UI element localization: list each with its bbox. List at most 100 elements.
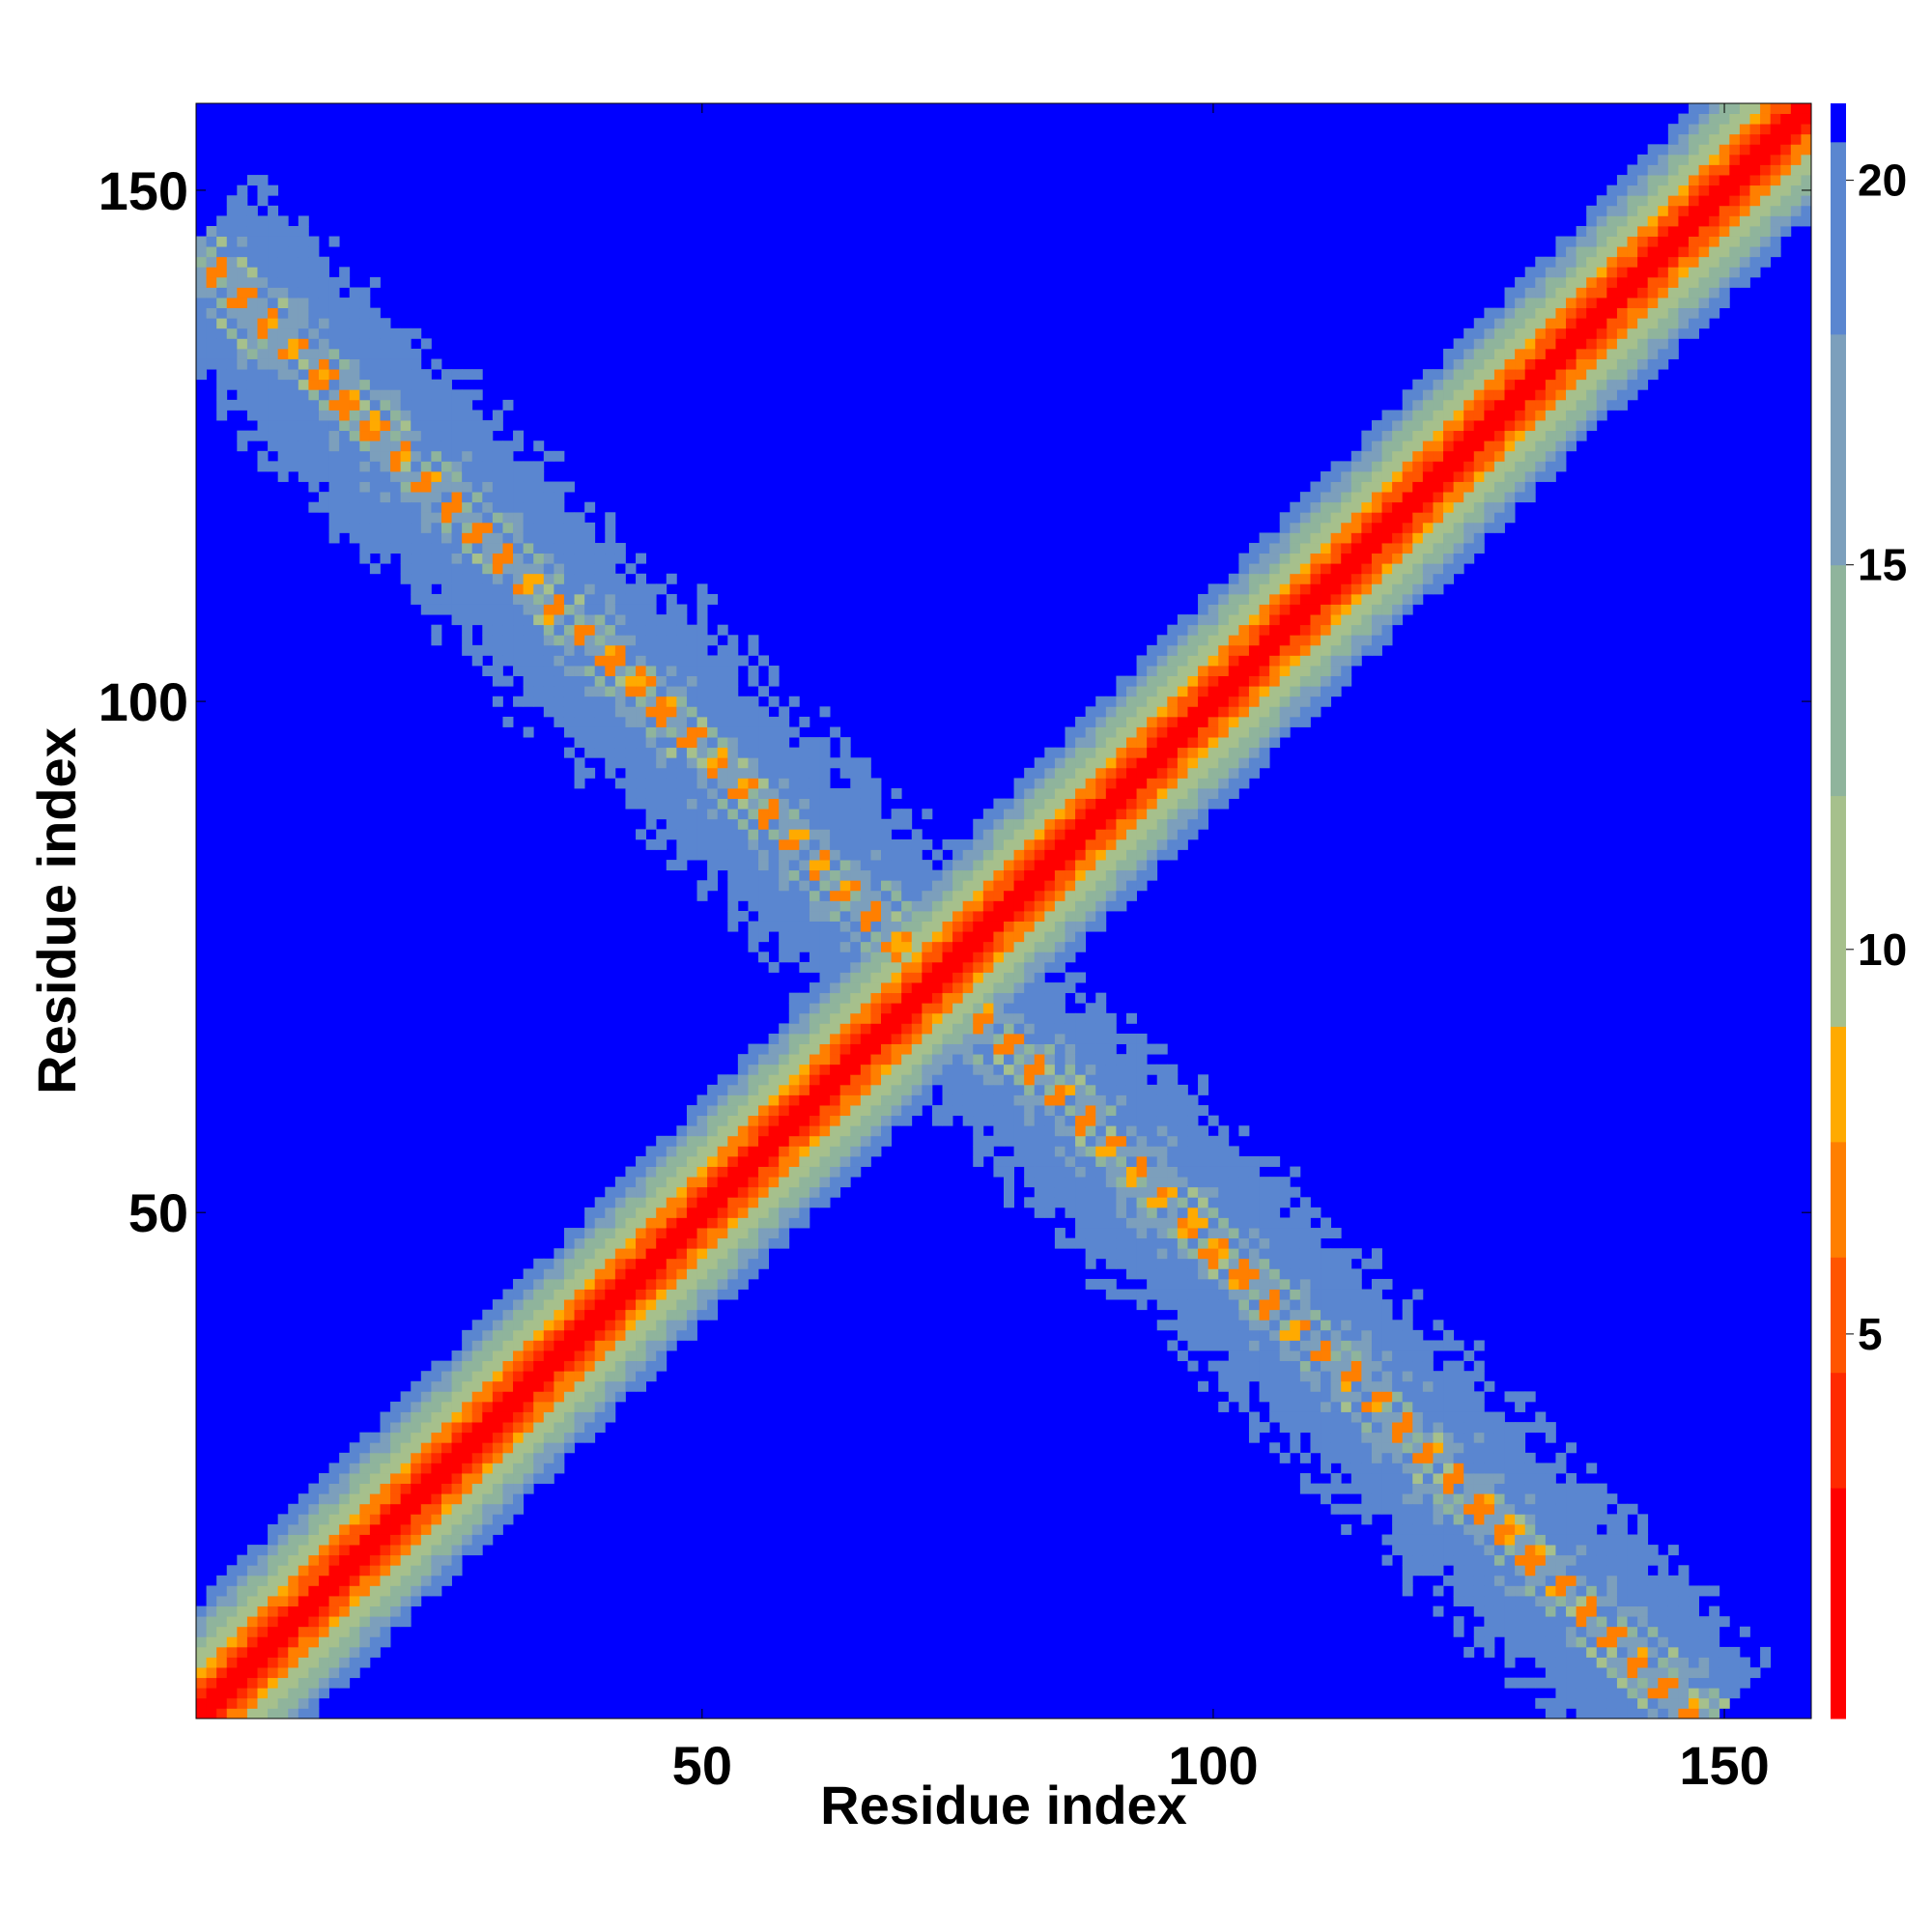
- heatmap-cell: [1065, 1115, 1076, 1126]
- heatmap-cell: [237, 267, 248, 278]
- heatmap-cell: [860, 1074, 871, 1086]
- heatmap-cell: [492, 696, 503, 707]
- heatmap-cell: [717, 737, 728, 749]
- heatmap-cell: [1085, 1043, 1096, 1055]
- heatmap-cell: [1177, 757, 1188, 769]
- heatmap-cell: [839, 911, 851, 922]
- heatmap-cell: [400, 440, 412, 452]
- heatmap-cell: [1075, 1186, 1087, 1198]
- heatmap-cell: [298, 1697, 309, 1709]
- heatmap-cell: [277, 236, 289, 247]
- heatmap-cell: [768, 911, 780, 922]
- heatmap-cell: [513, 1391, 525, 1403]
- heatmap-cell: [246, 1616, 258, 1628]
- heatmap-cell: [554, 1401, 565, 1412]
- heatmap-cell: [1238, 1371, 1250, 1382]
- heatmap-cell: [390, 1463, 402, 1474]
- heatmap-cell: [574, 1391, 585, 1403]
- heatmap-cell: [625, 624, 637, 636]
- heatmap-cell: [339, 1616, 351, 1628]
- heatmap-cell: [799, 788, 810, 799]
- heatmap-cell: [216, 215, 228, 227]
- heatmap-cell: [584, 675, 596, 687]
- heatmap-cell: [471, 1422, 483, 1434]
- heatmap-cell: [1105, 778, 1117, 789]
- heatmap-cell: [533, 440, 545, 452]
- heatmap-cell: [1054, 767, 1065, 779]
- heatmap-cell: [1156, 1115, 1168, 1126]
- heatmap-cell: [758, 798, 770, 810]
- heatmap-cell: [318, 501, 329, 513]
- heatmap-cell: [369, 1596, 381, 1606]
- heatmap-cell: [1321, 614, 1332, 626]
- heatmap-cell: [1024, 1105, 1036, 1117]
- heatmap-cell: [676, 635, 688, 646]
- heatmap-cell: [1259, 1258, 1270, 1269]
- heatmap-cell: [328, 1636, 340, 1648]
- heatmap-cell: [482, 1483, 494, 1494]
- heatmap-cell: [246, 1545, 258, 1556]
- heatmap-cell: [717, 1258, 728, 1269]
- heatmap-cell: [563, 1289, 575, 1300]
- heatmap-cell: [758, 1115, 770, 1126]
- heatmap-cell: [543, 614, 554, 626]
- heatmap-cell: [339, 1646, 351, 1658]
- heatmap-cell: [349, 1514, 360, 1525]
- heatmap-cell: [1105, 829, 1117, 840]
- heatmap-cell: [830, 1054, 841, 1065]
- heatmap-cell: [411, 573, 422, 584]
- heatmap-cell: [1156, 1166, 1168, 1178]
- heatmap-cell: [482, 470, 494, 482]
- heatmap-cell: [809, 798, 820, 810]
- heatmap-cell: [666, 1177, 677, 1188]
- heatmap-cell: [328, 369, 340, 381]
- heatmap-cell: [727, 1278, 739, 1290]
- heatmap-cell: [1136, 1289, 1148, 1300]
- heatmap-cell: [645, 818, 657, 830]
- heatmap-cell: [482, 1534, 494, 1546]
- heatmap-cell: [819, 1135, 831, 1147]
- heatmap-cell: [645, 767, 657, 779]
- heatmap-cell: [717, 1094, 728, 1106]
- heatmap-cell: [420, 583, 432, 595]
- heatmap-cell: [758, 1177, 770, 1188]
- heatmap-cell: [1341, 583, 1352, 595]
- heatmap-cell: [1013, 818, 1025, 830]
- heatmap-cell: [1279, 706, 1291, 718]
- heatmap-cell: [359, 410, 371, 421]
- heatmap-cell: [1187, 788, 1199, 799]
- heatmap-cell: [451, 1401, 463, 1412]
- heatmap-cell: [1075, 1155, 1087, 1167]
- heatmap-cell: [1248, 1166, 1260, 1178]
- heatmap-cell: [942, 921, 953, 932]
- heatmap-cell: [318, 1514, 329, 1525]
- heatmap-cell: [390, 1483, 402, 1494]
- heatmap-cell: [666, 635, 677, 646]
- heatmap-cell: [1004, 1197, 1014, 1208]
- heatmap-cell: [390, 1616, 402, 1628]
- heatmap-cell: [1024, 1012, 1036, 1024]
- heatmap-cell: [636, 1309, 647, 1321]
- heatmap-cell: [614, 1380, 626, 1392]
- heatmap-cell: [605, 583, 616, 595]
- heatmap-cell: [973, 880, 984, 892]
- heatmap-cell: [1208, 686, 1219, 697]
- heatmap-cell: [1248, 1177, 1260, 1188]
- heatmap-cell: [1116, 767, 1127, 779]
- heatmap-cell: [696, 849, 708, 861]
- heatmap-cell: [1321, 522, 1332, 533]
- heatmap-cell: [246, 1708, 258, 1719]
- heatmap-cell: [523, 644, 534, 656]
- heatmap-cell: [1044, 1033, 1056, 1044]
- heatmap-cell: [717, 1278, 728, 1290]
- heatmap-cell: [492, 1340, 503, 1351]
- heatmap-cell: [881, 972, 892, 983]
- heatmap-cell: [237, 1708, 248, 1719]
- heatmap-cell: [1024, 798, 1036, 810]
- heatmap-cell: [696, 635, 708, 646]
- heatmap-cell: [1136, 809, 1148, 820]
- heatmap-cell: [206, 1688, 217, 1699]
- heatmap-cell: [839, 1166, 851, 1178]
- heatmap-cell: [1299, 1268, 1311, 1280]
- heatmap-cell: [451, 593, 463, 605]
